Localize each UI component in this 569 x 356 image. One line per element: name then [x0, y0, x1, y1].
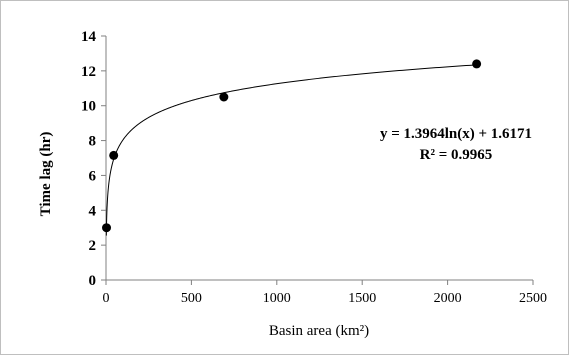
x-tick-label: 1000	[263, 291, 291, 306]
y-tick-label: 6	[89, 168, 97, 184]
markers-group	[102, 59, 482, 233]
x-tick-label: 0	[103, 291, 110, 306]
axes	[101, 35, 534, 285]
y-tick-label: 10	[81, 99, 96, 115]
r-squared-label: R² = 0.9965	[420, 147, 493, 163]
x-tick-label: 500	[181, 291, 202, 306]
x-tick-label: 1500	[348, 291, 376, 306]
y-tick-label: 14	[81, 29, 97, 45]
labels-group: 0 2 4 6 8 10 12 14 0 500 1000 1500 2000 2500	[81, 29, 547, 306]
trendline-group	[105, 64, 477, 236]
y-axis-title: Time lag (hr)	[38, 132, 54, 217]
y-tick-label: 2	[89, 238, 97, 254]
x-axis-title: Basin area (km²)	[269, 323, 369, 339]
y-tick-label: 12	[81, 64, 96, 80]
x-tick-label: 2500	[519, 291, 547, 306]
data-point	[102, 223, 112, 233]
trendline-curve	[105, 64, 477, 236]
y-tick-label: 0	[89, 273, 97, 289]
data-point	[472, 59, 482, 69]
data-point	[109, 150, 119, 160]
trendline-equation: y = 1.3964ln(x) + 1.6171	[380, 126, 532, 142]
x-tick-label: 2000	[434, 291, 462, 306]
data-point	[219, 92, 229, 102]
y-tick-label: 4	[89, 203, 97, 219]
y-tick-label: 8	[89, 134, 97, 150]
